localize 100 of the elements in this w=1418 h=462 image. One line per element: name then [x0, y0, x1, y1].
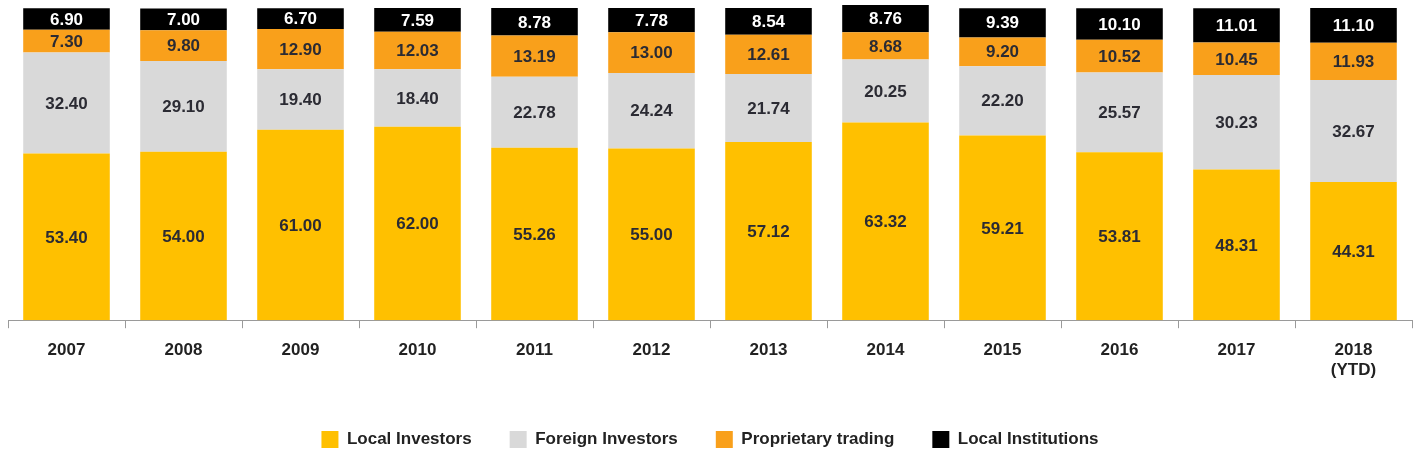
bar [1310, 79, 1397, 182]
data-label: 7.30 [49, 31, 84, 51]
x-tick-label: 2009 [281, 340, 320, 360]
data-label: 18.40 [396, 88, 439, 108]
data-label: 24.24 [630, 101, 674, 121]
data-label: 29.10 [162, 96, 205, 116]
bar [959, 135, 1046, 321]
data-label: 30.23 [1215, 112, 1258, 132]
bar [491, 147, 578, 321]
data-label: 25.57 [1098, 103, 1141, 123]
bar [140, 151, 227, 321]
x-tick-label: 2008 [164, 340, 203, 360]
x-tick-label: 2017 [1217, 340, 1256, 360]
bar [725, 34, 812, 75]
data-label: 9.20 [985, 42, 1020, 62]
data-label: 8.54 [751, 12, 786, 32]
legend-label: Local Institutions [957, 429, 1099, 449]
bar [1310, 8, 1397, 43]
x-tick-label: 2013 [749, 340, 788, 360]
bar [491, 35, 578, 77]
data-label: 21.74 [747, 98, 791, 118]
x-tick-label: 2018 (YTD) [1330, 340, 1377, 380]
data-label: 22.20 [981, 91, 1024, 111]
bar [608, 148, 695, 321]
bar [725, 8, 812, 35]
data-label: 7.00 [166, 10, 201, 30]
legend-label: Local Investors [346, 429, 472, 449]
bar [140, 60, 227, 152]
data-label: 12.61 [747, 45, 790, 65]
x-tick-label: 2010 [398, 340, 437, 360]
data-label: 9.80 [166, 36, 201, 56]
bar [1076, 8, 1163, 40]
data-label: 63.32 [864, 212, 907, 232]
data-label: 10.45 [1215, 49, 1258, 69]
data-label: 11.01 [1215, 16, 1258, 36]
data-label: 7.78 [634, 10, 669, 30]
bar [959, 37, 1046, 67]
data-label: 20.25 [864, 81, 907, 101]
data-label: 6.70 [283, 9, 318, 29]
data-label: 13.00 [630, 43, 673, 63]
data-label: 12.03 [396, 41, 439, 61]
data-label: 59.21 [981, 218, 1024, 238]
legend-label: Foreign Investors [535, 429, 678, 449]
bar [608, 72, 695, 149]
bar [842, 59, 929, 123]
bar [491, 76, 578, 148]
data-label: 32.40 [45, 93, 88, 113]
x-tick-label: 2011 [516, 340, 553, 360]
bar [1193, 75, 1280, 170]
bar [1076, 72, 1163, 153]
bar [1193, 8, 1280, 43]
x-tick-label: 2015 [983, 340, 1022, 360]
data-label: 7.59 [400, 10, 435, 30]
bar [257, 129, 344, 321]
legend-label: Proprietary trading [741, 429, 895, 449]
bar [374, 31, 461, 70]
data-label: 53.81 [1098, 226, 1141, 246]
bar [608, 32, 695, 73]
bar [140, 30, 227, 61]
bar [725, 74, 812, 142]
bar [959, 66, 1046, 136]
bar [23, 153, 110, 321]
data-label: 19.40 [279, 90, 322, 110]
bar [257, 69, 344, 130]
data-label: 6.90 [49, 9, 84, 29]
data-label: 61.00 [279, 215, 322, 235]
data-label: 8.78 [517, 12, 552, 32]
data-label: 8.76 [868, 9, 903, 29]
bar [374, 126, 461, 321]
data-label: 44.31 [1332, 241, 1375, 261]
data-label: 48.31 [1215, 235, 1258, 255]
data-label: 12.90 [279, 39, 322, 59]
x-tick-label: 2012 [632, 340, 671, 360]
data-label: 55.26 [513, 224, 556, 244]
data-label: 11.93 [1332, 52, 1375, 72]
data-label: 54.00 [162, 226, 205, 246]
bar [1310, 42, 1397, 80]
data-label: 13.19 [513, 46, 556, 66]
bar [257, 29, 344, 70]
data-label: 55.00 [630, 225, 673, 245]
bar [725, 141, 812, 321]
data-label: 57.12 [747, 221, 790, 241]
data-label: 10.52 [1098, 46, 1141, 66]
x-tick-label: 2007 [47, 340, 86, 360]
data-label: 8.68 [868, 36, 903, 56]
data-label: 62.00 [396, 214, 439, 234]
x-tick-label: 2014 [866, 340, 905, 360]
bar [23, 52, 110, 154]
bar [374, 69, 461, 127]
data-label: 53.40 [45, 227, 88, 247]
bar [491, 8, 578, 36]
data-label: 10.10 [1098, 14, 1141, 34]
bar [1310, 181, 1397, 321]
bar [1076, 152, 1163, 321]
data-label: 9.39 [985, 13, 1020, 33]
data-label: 22.78 [513, 102, 556, 122]
bar [374, 8, 461, 32]
data-label: 32.67 [1332, 121, 1375, 141]
bar [842, 122, 929, 321]
bar [1193, 169, 1280, 321]
